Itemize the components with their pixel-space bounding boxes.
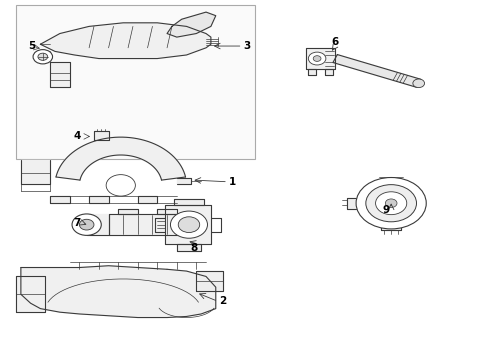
Bar xyxy=(16,5,255,158)
Circle shape xyxy=(375,192,407,215)
Polygon shape xyxy=(21,160,50,184)
Circle shape xyxy=(171,211,207,238)
Polygon shape xyxy=(87,214,109,235)
Polygon shape xyxy=(167,12,216,37)
Text: 4: 4 xyxy=(73,131,80,141)
Circle shape xyxy=(106,175,135,196)
Polygon shape xyxy=(89,196,109,203)
Polygon shape xyxy=(56,137,186,180)
Text: 7: 7 xyxy=(73,218,80,228)
Polygon shape xyxy=(138,196,157,203)
Polygon shape xyxy=(333,55,421,87)
Polygon shape xyxy=(16,276,45,312)
Polygon shape xyxy=(325,68,333,75)
Polygon shape xyxy=(50,62,70,87)
Circle shape xyxy=(72,214,101,235)
Text: 6: 6 xyxy=(332,37,339,48)
Circle shape xyxy=(308,52,326,65)
Circle shape xyxy=(356,177,426,229)
Text: 8: 8 xyxy=(190,243,197,253)
Text: 1: 1 xyxy=(229,177,237,187)
Circle shape xyxy=(385,199,397,207)
Text: 3: 3 xyxy=(244,41,251,51)
Text: 9: 9 xyxy=(383,205,390,215)
Polygon shape xyxy=(308,68,316,75)
Polygon shape xyxy=(347,198,356,208)
Circle shape xyxy=(38,53,48,60)
Polygon shape xyxy=(196,271,223,291)
Text: 2: 2 xyxy=(220,296,227,306)
Polygon shape xyxy=(94,131,109,140)
Circle shape xyxy=(413,79,424,87)
Polygon shape xyxy=(306,48,335,69)
Polygon shape xyxy=(174,199,203,205)
Polygon shape xyxy=(109,214,187,235)
Polygon shape xyxy=(177,244,201,251)
Circle shape xyxy=(313,56,321,62)
Polygon shape xyxy=(381,225,401,230)
Circle shape xyxy=(79,219,94,230)
Circle shape xyxy=(178,217,200,233)
Polygon shape xyxy=(177,178,192,184)
Polygon shape xyxy=(21,266,216,318)
Text: 5: 5 xyxy=(28,41,35,51)
Polygon shape xyxy=(165,205,211,244)
Circle shape xyxy=(33,50,52,64)
Polygon shape xyxy=(50,196,70,203)
Polygon shape xyxy=(118,208,138,214)
Circle shape xyxy=(366,185,416,222)
Polygon shape xyxy=(157,208,177,214)
Polygon shape xyxy=(40,23,211,59)
